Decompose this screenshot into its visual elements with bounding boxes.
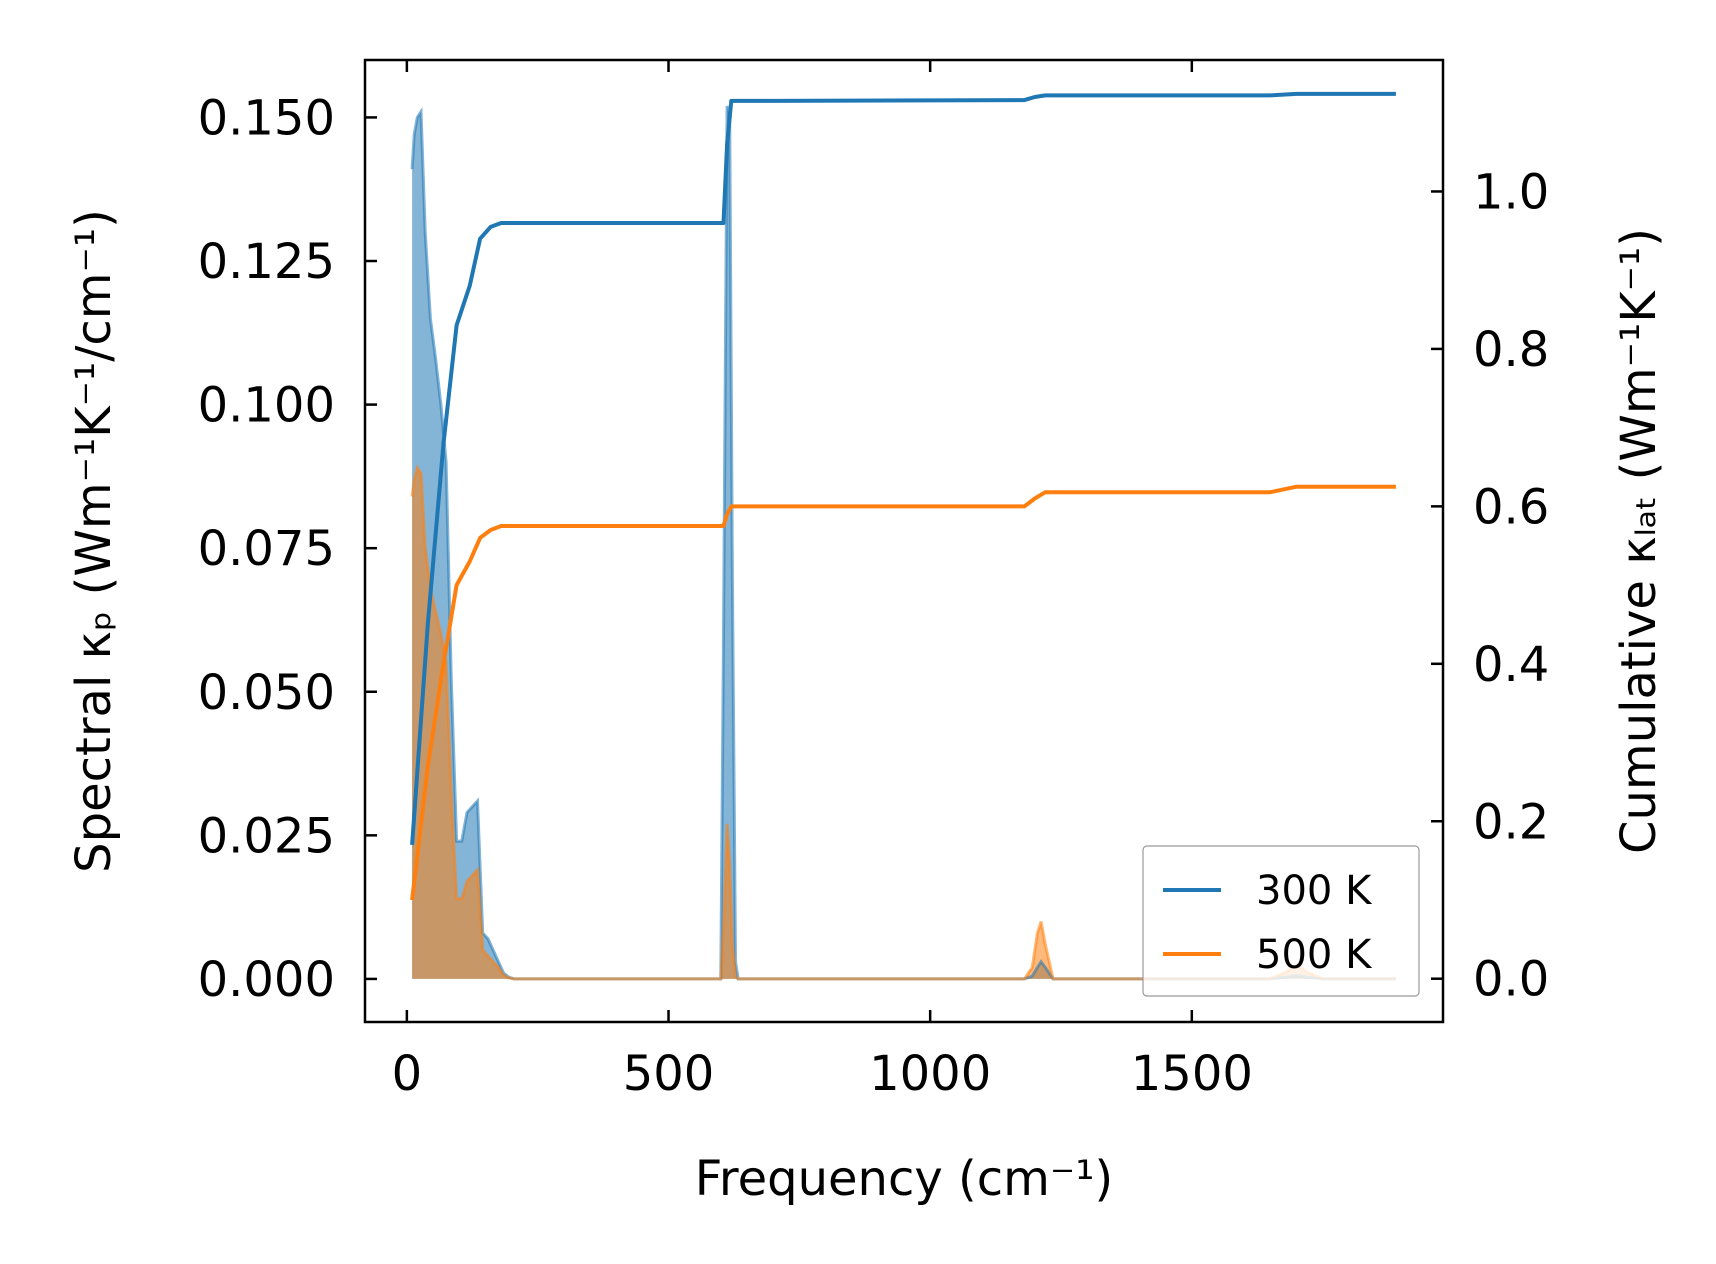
x-tick-label: 0 bbox=[392, 1046, 423, 1102]
y-right-tick-label: 0.8 bbox=[1473, 322, 1549, 378]
y-left-tick-label: 0.100 bbox=[198, 378, 335, 434]
x-axis-label: Frequency (cm⁻¹) bbox=[695, 1151, 1113, 1207]
spectral-line-500k bbox=[410, 464, 1396, 981]
y-left-tick-label: 0.150 bbox=[198, 90, 335, 146]
x-tick-label: 1000 bbox=[869, 1046, 991, 1102]
plot-frame bbox=[363, 58, 1445, 1024]
y-left-tick-label: 0.075 bbox=[198, 521, 335, 577]
y-right-tick-label: 1.0 bbox=[1473, 164, 1549, 220]
y-right-tick-label: 0.4 bbox=[1473, 637, 1549, 693]
y-left-tick-label: 0.025 bbox=[198, 808, 335, 864]
legend-label-500k: 500 K bbox=[1256, 932, 1373, 978]
spectral-lines bbox=[410, 105, 1396, 981]
cumulative-line-300k bbox=[410, 91, 1396, 846]
y-left-tick-label: 0.050 bbox=[198, 665, 335, 721]
x-tick-label: 500 bbox=[623, 1046, 715, 1102]
x-ticks: 0 500 1000 1500 bbox=[392, 60, 1253, 1102]
y-left-tick-label: 0.125 bbox=[198, 234, 335, 290]
x-tick-label: 1500 bbox=[1131, 1046, 1253, 1102]
y-right-tick-label: 0.0 bbox=[1473, 952, 1549, 1008]
y-right-axis-label: Cumulative κₗₐₜ (Wm⁻¹K⁻¹) bbox=[1611, 228, 1667, 854]
y-left-tick-label: 0.000 bbox=[198, 952, 335, 1008]
y-right-tick-label: 0.6 bbox=[1473, 479, 1549, 535]
legend-box bbox=[1142, 845, 1420, 997]
y-left-ticks: 0.000 0.025 0.050 0.075 0.100 0.125 0.150 bbox=[198, 90, 377, 1008]
y-right-ticks: 0.0 0.2 0.4 0.6 0.8 1.0 bbox=[1431, 164, 1549, 1008]
cumulative-lines bbox=[410, 91, 1396, 901]
y-left-axis-label: Spectral κₚ (Wm⁻¹K⁻¹/cm⁻¹) bbox=[66, 209, 122, 873]
legend-label-300k: 300 K bbox=[1256, 868, 1373, 914]
legend: 300 K 500 K bbox=[1142, 845, 1420, 997]
cumulative-line-500k bbox=[410, 484, 1396, 901]
y-right-tick-label: 0.2 bbox=[1473, 794, 1549, 850]
